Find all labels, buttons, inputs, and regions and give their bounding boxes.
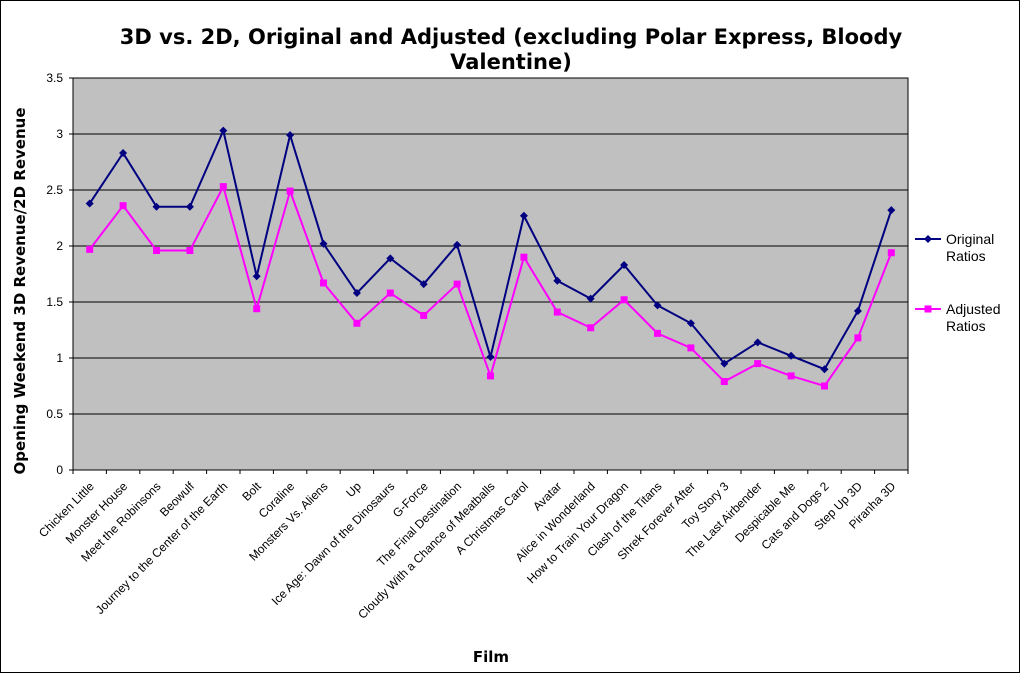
series-0-point-11 <box>453 240 462 249</box>
y-tick-label-5: 2.5 <box>46 183 63 197</box>
series-1-point-8 <box>353 319 361 327</box>
series-1-point-22 <box>821 382 828 390</box>
series-1-point-18 <box>687 344 695 352</box>
series-0-point-23 <box>853 306 862 315</box>
legend-label-0-0: Original <box>946 231 994 247</box>
legend-marker-0 <box>924 235 932 243</box>
y-axis-ticks: 0 0.5 1 1.5 2 2.5 3 3.5 <box>46 71 73 477</box>
series-layer <box>85 126 896 390</box>
series-0-point-22 <box>820 365 829 374</box>
series-0-point-3 <box>185 202 194 211</box>
y-tick-label-3: 1.5 <box>46 295 63 309</box>
series-1-point-11 <box>453 280 461 288</box>
series-1-point-21 <box>787 372 795 380</box>
y-tick-label-0: 0 <box>56 463 63 477</box>
x-axis-title: Film <box>473 648 509 666</box>
plot-area <box>72 77 909 471</box>
series-1-point-3 <box>186 246 194 254</box>
series-0-point-12 <box>486 352 495 361</box>
series-1-point-6 <box>286 187 294 195</box>
series-1-point-20 <box>754 360 762 368</box>
y-tick-label-7: 3.5 <box>46 71 63 85</box>
series-0-point-21 <box>787 351 796 360</box>
series-1-point-19 <box>720 378 728 386</box>
legend-marker-1 <box>924 305 932 313</box>
series-0-point-18 <box>686 319 695 328</box>
series-0-point-7 <box>319 239 328 248</box>
x-tick-label-8: Up <box>343 479 364 500</box>
series-0-point-20 <box>753 338 762 347</box>
series-0-point-9 <box>386 254 395 263</box>
series-1-point-1 <box>119 202 127 210</box>
series-0-point-4 <box>219 126 228 135</box>
series-0-point-15 <box>586 294 595 303</box>
series-0-point-24 <box>887 206 896 215</box>
series-1-point-24 <box>887 249 895 257</box>
series-1-point-15 <box>587 324 595 332</box>
series-1-point-10 <box>420 311 428 319</box>
series-0-point-14 <box>553 276 562 285</box>
series-0-point-17 <box>653 301 662 310</box>
series-0-point-19 <box>720 359 729 368</box>
series-1-point-2 <box>153 246 160 254</box>
legend-label-1-0: Adjusted <box>946 301 1000 317</box>
gridlines <box>73 133 908 415</box>
series-0-point-6 <box>286 131 295 140</box>
series-1-point-17 <box>654 329 661 337</box>
y-tick-label-4: 2 <box>56 239 63 253</box>
series-0-point-10 <box>419 280 428 289</box>
chart-title-line-2: Valentine) <box>450 50 572 74</box>
series-0-point-16 <box>620 261 629 270</box>
legend-label-0-1: Ratios <box>946 248 986 264</box>
series-1-point-4 <box>219 183 227 191</box>
chart-title-line-1: 3D vs. 2D, Original and Adjusted (exclud… <box>120 25 903 49</box>
series-0-point-5 <box>252 272 261 281</box>
series-0-point-8 <box>352 289 361 298</box>
series-0-point-13 <box>519 211 528 220</box>
series-1-point-14 <box>553 308 561 316</box>
series-1-point-9 <box>386 289 394 297</box>
series-1-point-7 <box>320 279 327 287</box>
series-1-point-16 <box>620 296 628 304</box>
series-1-point-12 <box>487 372 494 380</box>
y-tick-label-6: 3 <box>56 127 63 141</box>
series-1-point-5 <box>253 305 261 313</box>
y-axis-title: Opening Weekend 3D Revenue/2D Revenue <box>11 108 29 475</box>
series-0-point-1 <box>119 149 128 158</box>
series-0-point-0 <box>85 199 94 208</box>
y-tick-label-2: 1 <box>56 351 63 365</box>
x-tick-label-5: Bolt <box>239 479 264 504</box>
series-1-point-0 <box>86 245 94 253</box>
y-tick-label-1: 0.5 <box>46 407 63 421</box>
series-1-point-13 <box>520 253 528 261</box>
legend-label-1-1: Ratios <box>946 318 986 334</box>
series-0-point-2 <box>152 202 161 211</box>
series-1-point-23 <box>854 334 862 342</box>
